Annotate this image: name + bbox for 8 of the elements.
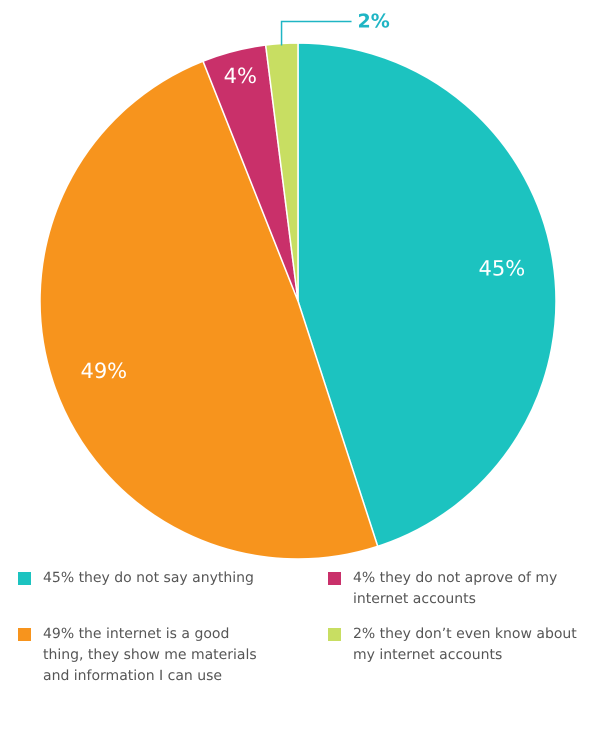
data-label: 4% bbox=[224, 64, 257, 88]
legend-label: 4% they do not aprove of my internet accounts bbox=[353, 569, 558, 609]
legend-label: 2% they don’t even know about my internet accounts bbox=[353, 625, 578, 665]
data-label: 45% bbox=[478, 256, 526, 281]
data-label: 2% bbox=[358, 10, 390, 33]
legend-label: 49% the internet is a good thing, they show me materials and information I can use bbox=[43, 625, 258, 686]
legend-label: 45% they do not say anything bbox=[43, 569, 254, 588]
data-label: 49% bbox=[80, 358, 128, 383]
